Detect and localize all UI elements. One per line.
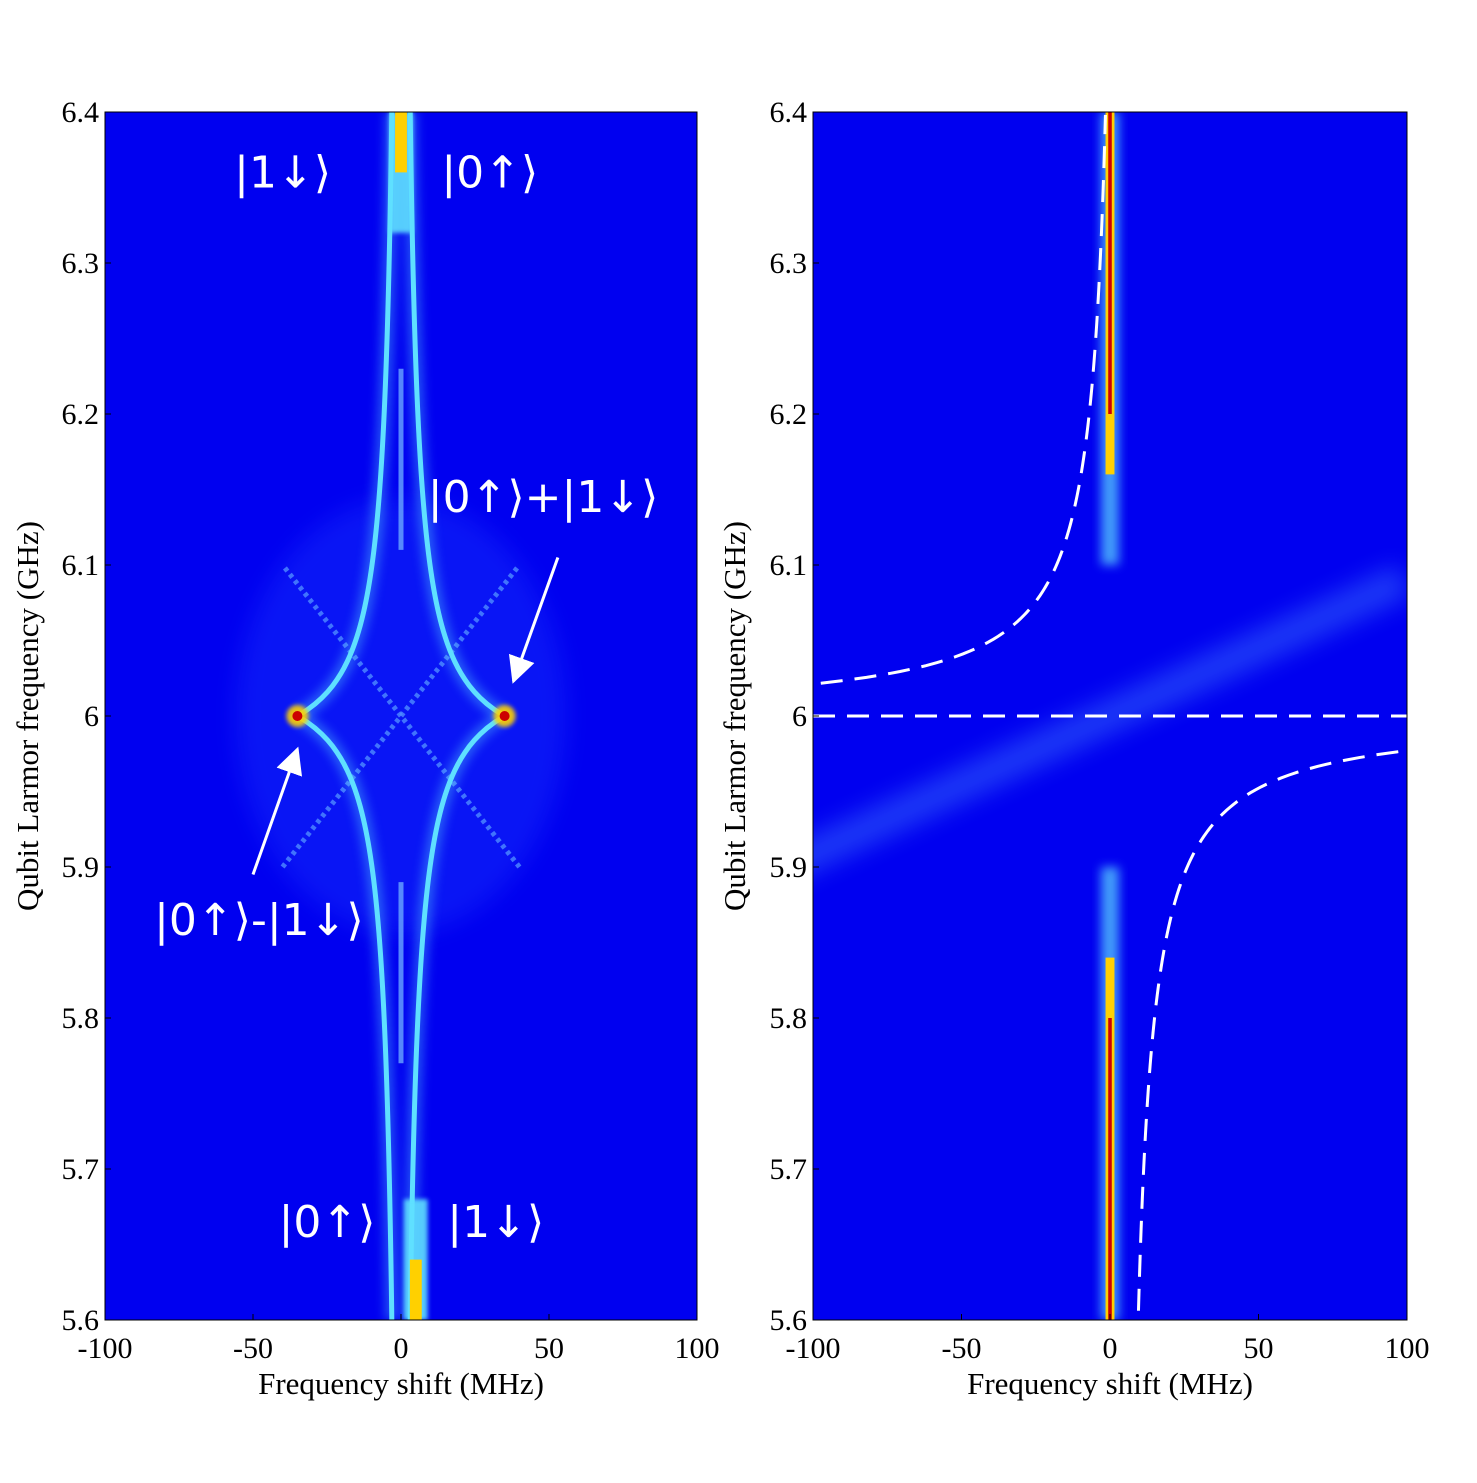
right-lower-line-core <box>1108 1018 1112 1320</box>
right-y-tick-label: 6.2 <box>770 398 808 431</box>
right-diagonal-band <box>813 564 1407 873</box>
left-top-streak-hot <box>395 112 407 173</box>
right-y-tick-label: 6.1 <box>770 549 808 582</box>
left-y-tick-label: 5.7 <box>62 1153 100 1186</box>
left-x-tick-label: -100 <box>78 1332 133 1365</box>
left-y-tick-label: 6.2 <box>62 398 100 431</box>
right-dashed-curve-lower <box>1136 750 1399 1318</box>
left-y-tick-label: 6.3 <box>62 247 100 280</box>
left-state-annotation: |0↑⟩ <box>279 1197 376 1248</box>
left-y-tick-label: 5.8 <box>62 1002 100 1035</box>
left-heatmap-panel: |1↓⟩ |0↑⟩ |0↑⟩+|1↓⟩ |0↑⟩-|1↓⟩ |0↑⟩ |1↓⟩ -100 -… <box>10 96 720 1401</box>
left-y-tick-label: 6.1 <box>62 549 100 582</box>
right-x-tick-label: 100 <box>1385 1332 1430 1365</box>
right-x-tick-label: -50 <box>942 1332 982 1365</box>
left-annotation-arrow <box>508 556 560 684</box>
left-hyperbola-branch <box>296 713 395 1320</box>
left-y-tick-label: 6 <box>84 700 99 733</box>
left-bottom-streak-hot <box>409 1259 422 1320</box>
left-y-axis-label: Qubit Larmor frequency (GHz) <box>10 521 45 911</box>
right-x-tick-label: 0 <box>1103 1332 1118 1365</box>
left-x-tick-label: -50 <box>233 1332 273 1365</box>
left-crossing-core <box>292 711 303 721</box>
left-state-annotation: |0↑⟩ <box>441 148 538 199</box>
left-state-annotation: |1↓⟩ <box>234 148 331 199</box>
right-heatmap-panel: -100 -50 0 50 100 5.6 5.7 5.8 5.9 6 6.1 6.2 6.3 6.4 F… <box>717 96 1430 1401</box>
left-x-tick-label: 0 <box>394 1332 409 1365</box>
left-crossing-core <box>499 711 510 721</box>
left-x-axis-label: Frequency shift (MHz) <box>258 1366 544 1401</box>
left-state-annotation: |0↑⟩-|1↓⟩ <box>154 895 364 946</box>
left-annotation-arrow <box>251 746 303 876</box>
right-dashed-curve-upper <box>820 114 1107 685</box>
right-upper-line-core <box>1108 112 1112 414</box>
right-x-axis-label: Frequency shift (MHz) <box>967 1366 1253 1401</box>
left-state-annotation: |1↓⟩ <box>447 1197 544 1248</box>
right-y-tick-label: 6.4 <box>770 96 808 129</box>
left-anticrossing-glow <box>235 498 567 934</box>
left-y-tick-label: 5.6 <box>62 1304 100 1337</box>
right-y-axis-label: Qubit Larmor frequency (GHz) <box>717 521 752 911</box>
right-y-tick-label: 5.8 <box>770 1002 808 1035</box>
left-x-tick-label: 100 <box>675 1332 720 1365</box>
right-y-tick-label: 6.3 <box>770 247 808 280</box>
left-x-tick-label: 50 <box>534 1332 564 1365</box>
right-y-tick-label: 5.9 <box>770 851 808 884</box>
right-x-tick-label: 50 <box>1244 1332 1274 1365</box>
left-y-tick-label: 5.9 <box>62 851 100 884</box>
right-y-tick-label: 5.7 <box>770 1153 808 1186</box>
right-y-tick-label: 5.6 <box>770 1304 808 1337</box>
left-y-tick-label: 6.4 <box>62 96 100 129</box>
right-x-tick-label: -100 <box>786 1332 841 1365</box>
right-y-tick-label: 6 <box>792 700 807 733</box>
left-state-annotation: |0↑⟩+|1↓⟩ <box>428 472 659 523</box>
